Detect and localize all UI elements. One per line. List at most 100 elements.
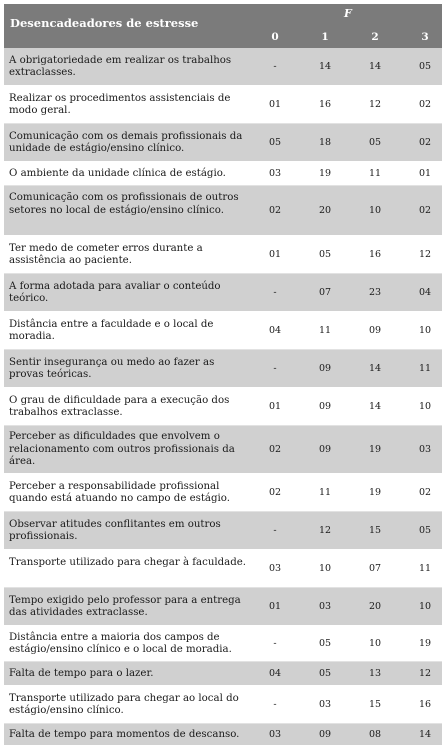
header-title: Desencadeadores de estresse: [10, 16, 199, 30]
cell-value-3: 16: [418, 699, 432, 710]
cell-value-0: 02: [268, 487, 282, 498]
cell-value-3: 05: [418, 525, 432, 536]
table-row: Perceber a responsabilidade profissional…: [4, 474, 442, 512]
row-label: O ambiente da unidade clínica de estágio…: [9, 167, 226, 179]
cell-value-3: 01: [418, 168, 432, 179]
cell-value-3: 10: [418, 401, 432, 412]
cell-value-0: -: [273, 287, 277, 298]
cell-value-2: 12: [368, 99, 382, 110]
cell-value-0: 02: [268, 205, 282, 216]
column-header-1: 1: [321, 31, 329, 43]
table-row: Comunicação com os profissionais de outr…: [4, 186, 442, 236]
cell-value-0: 04: [268, 325, 282, 336]
cell-value-0: -: [273, 699, 277, 710]
cell-value-0: 01: [268, 601, 282, 612]
cell-value-1: 09: [318, 401, 332, 412]
cell-value-3: 03: [418, 444, 432, 455]
cell-value-0: 02: [268, 444, 282, 455]
table-row: A forma adotada para avaliar o conteúdo …: [4, 274, 442, 312]
row-label: Comunicação com os demais profissionais …: [9, 130, 243, 155]
column-header-2: 2: [371, 31, 379, 43]
row-label: Transporte utilizado para chegar ao loca…: [9, 692, 239, 717]
row-label: Distância entre a maioria dos campos de …: [9, 631, 232, 656]
cell-value-3: 10: [418, 325, 432, 336]
cell-value-0: 01: [268, 401, 282, 412]
cell-value-0: -: [273, 61, 277, 72]
cell-value-2: 14: [368, 61, 382, 72]
cell-value-3: 02: [418, 99, 432, 110]
table-row: Sentir insegurança ou medo ao fazer as p…: [4, 350, 442, 388]
cell-value-2: 13: [368, 668, 382, 679]
table-row: Comunicação com os demais profissionais …: [4, 124, 442, 162]
table-row: Transporte utilizado para chegar à facul…: [4, 550, 442, 588]
row-label: Ter medo de cometer erros durante a assi…: [9, 242, 203, 267]
row-label: Falta de tempo para o lazer.: [9, 667, 154, 679]
cell-value-1: 05: [318, 249, 332, 260]
cell-value-0: 03: [268, 563, 282, 574]
cell-value-3: 11: [418, 563, 432, 574]
cell-value-3: 05: [418, 61, 432, 72]
table-row: Realizar os procedimentos assistenciais …: [4, 86, 442, 124]
cell-value-2: 15: [368, 699, 382, 710]
cell-value-3: 12: [418, 249, 432, 260]
cell-value-1: 09: [318, 729, 332, 740]
cell-value-3: 02: [418, 205, 432, 216]
cell-value-1: 12: [318, 525, 332, 536]
row-label: Distância entre a faculdade e o local de…: [9, 318, 214, 343]
cell-value-1: 10: [318, 563, 332, 574]
cell-value-1: 05: [318, 668, 332, 679]
cell-value-1: 19: [318, 168, 332, 179]
cell-value-2: 19: [368, 487, 382, 498]
column-header-0: 0: [271, 31, 279, 43]
table-row: Transporte utilizado para chegar ao loca…: [4, 686, 442, 724]
row-label: A forma adotada para avaliar o conteúdo …: [9, 280, 221, 305]
table-row: Falta de tempo para momentos de descanso…: [4, 724, 442, 746]
cell-value-3: 02: [418, 137, 432, 148]
column-header-3: 3: [421, 31, 429, 43]
frequency-group-label: F: [344, 7, 352, 20]
row-label: Tempo exigido pelo professor para a entr…: [9, 594, 241, 619]
cell-value-0: 01: [268, 249, 282, 260]
cell-value-3: 10: [418, 601, 432, 612]
cell-value-1: 09: [318, 363, 332, 374]
cell-value-2: 10: [368, 638, 382, 649]
cell-value-1: 11: [318, 325, 332, 336]
row-label: Perceber as dificuldades que envolvem o …: [9, 431, 235, 468]
row-label: Sentir insegurança ou medo ao fazer as p…: [9, 356, 215, 381]
cell-value-3: 11: [418, 363, 432, 374]
table-row: O grau de dificuldade para a execução do…: [4, 388, 442, 426]
cell-value-2: 16: [368, 249, 382, 260]
cell-value-3: 19: [418, 638, 432, 649]
cell-value-3: 02: [418, 487, 432, 498]
table-header: Desencadeadores de estresse F 0 1 2 3: [4, 4, 442, 48]
table-row: Perceber as dificuldades que envolvem o …: [4, 426, 442, 474]
table-row: A obrigatoriedade em realizar os trabalh…: [4, 48, 442, 86]
cell-value-3: 14: [418, 729, 432, 740]
cell-value-0: 01: [268, 99, 282, 110]
row-label: Realizar os procedimentos assistenciais …: [9, 92, 231, 117]
row-label: Transporte utilizado para chegar à facul…: [9, 556, 247, 568]
cell-value-2: 09: [368, 325, 382, 336]
cell-value-2: 11: [368, 168, 382, 179]
table-row: Ter medo de cometer erros durante a assi…: [4, 236, 442, 274]
cell-value-0: -: [273, 525, 277, 536]
cell-value-2: 20: [368, 601, 382, 612]
cell-value-1: 07: [318, 287, 332, 298]
cell-value-3: 12: [418, 668, 432, 679]
cell-value-1: 03: [318, 601, 332, 612]
cell-value-2: 10: [368, 205, 382, 216]
cell-value-0: 05: [268, 137, 282, 148]
cell-value-1: 03: [318, 699, 332, 710]
cell-value-2: 15: [368, 525, 382, 536]
table-row: Tempo exigido pelo professor para a entr…: [4, 588, 442, 626]
cell-value-0: -: [273, 638, 277, 649]
cell-value-1: 05: [318, 638, 332, 649]
cell-value-1: 20: [318, 205, 332, 216]
cell-value-1: 14: [318, 61, 332, 72]
cell-value-1: 16: [318, 99, 332, 110]
row-label: Perceber a responsabilidade profissional…: [9, 480, 230, 505]
table-row: Observar atitudes conflitantes em outros…: [4, 512, 442, 550]
cell-value-2: 14: [368, 363, 382, 374]
row-label: A obrigatoriedade em realizar os trabalh…: [9, 54, 232, 79]
row-label: Falta de tempo para momentos de descanso…: [9, 728, 240, 740]
